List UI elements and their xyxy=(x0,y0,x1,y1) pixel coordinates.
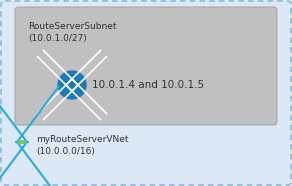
Text: 10.0.1.4 and 10.0.1.5: 10.0.1.4 and 10.0.1.5 xyxy=(92,80,204,90)
Text: RouteServerSubnet: RouteServerSubnet xyxy=(28,22,117,31)
Circle shape xyxy=(58,71,86,99)
FancyBboxPatch shape xyxy=(15,7,277,125)
Circle shape xyxy=(21,141,23,143)
Circle shape xyxy=(23,141,25,143)
Text: (10.0.1.0/27): (10.0.1.0/27) xyxy=(28,34,87,43)
Text: (10.0.0.0/16): (10.0.0.0/16) xyxy=(36,147,95,156)
Text: myRouteServerVNet: myRouteServerVNet xyxy=(36,135,128,144)
Circle shape xyxy=(18,141,21,143)
